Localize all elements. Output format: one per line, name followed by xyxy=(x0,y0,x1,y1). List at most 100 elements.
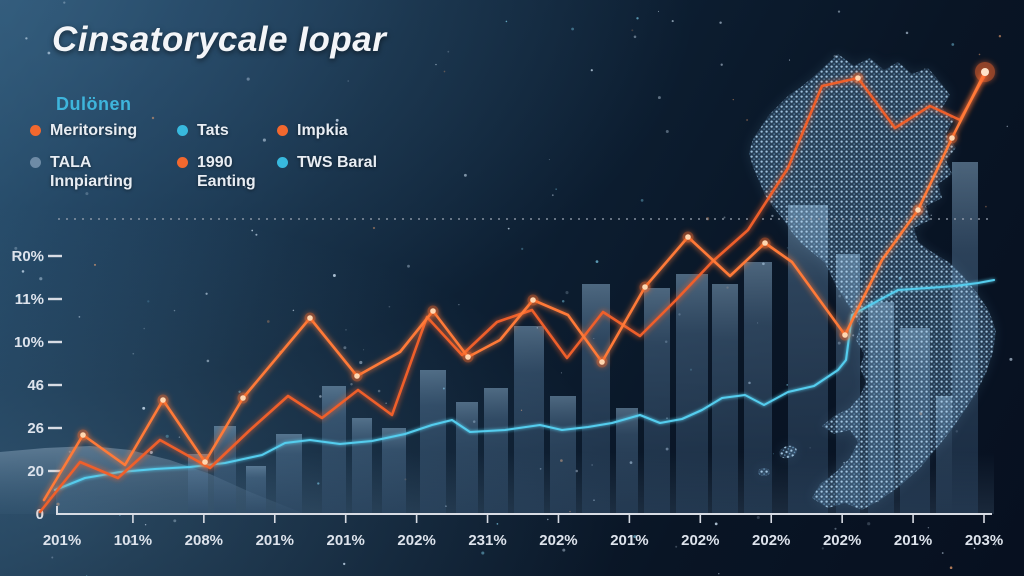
star-speck xyxy=(238,390,241,393)
star-speck xyxy=(1006,125,1009,128)
axis-group: 201% 101% 208% 201% 201% 202% 231% 202% 201% 202%… xyxy=(11,248,1003,549)
star-speck xyxy=(443,70,446,73)
data-point-marker xyxy=(240,395,246,401)
legend-label: TALA Innpiarting xyxy=(50,153,133,190)
star-speck xyxy=(786,384,788,386)
star-speck xyxy=(78,316,81,318)
legend-item: Impkia xyxy=(277,122,427,141)
star-speck xyxy=(143,327,145,330)
legend-dot-icon xyxy=(177,125,188,136)
x-tick-label: 231% xyxy=(468,532,506,549)
star-speck xyxy=(85,192,89,196)
star-speck xyxy=(571,27,574,31)
star-speck xyxy=(633,535,637,539)
bar xyxy=(188,454,208,514)
x-tick-label: 202% xyxy=(823,532,861,549)
star-speck xyxy=(262,138,266,142)
star-speck xyxy=(496,523,499,525)
peak-marker xyxy=(981,68,989,76)
star-speck xyxy=(343,562,346,566)
legend-dot-icon xyxy=(30,156,41,168)
star-speck xyxy=(927,526,930,529)
star-speck xyxy=(590,69,593,72)
bar xyxy=(644,288,670,514)
legend-label: TWS Baral xyxy=(297,153,378,171)
y-tick-label: 26 xyxy=(27,420,44,437)
data-point-marker xyxy=(599,359,605,365)
page-title: Cinsatorycale Iopar xyxy=(52,20,387,59)
x-tick-label: 201% xyxy=(894,532,932,549)
data-point-marker xyxy=(80,432,86,438)
bar xyxy=(550,396,576,514)
data-point-marker xyxy=(307,315,313,321)
legend-dot-icon xyxy=(177,156,188,168)
star-speck xyxy=(173,309,176,312)
star-speck xyxy=(657,10,660,13)
bar xyxy=(712,284,738,514)
star-speck xyxy=(788,59,791,61)
star-speck xyxy=(837,10,841,13)
bar xyxy=(456,402,478,514)
legend-label: Impkia xyxy=(297,122,348,139)
star-speck xyxy=(507,227,510,230)
y-tick-label: 0 xyxy=(36,506,44,523)
star-speck xyxy=(165,434,169,438)
star-speck xyxy=(388,305,391,308)
star-speck xyxy=(771,214,774,218)
star-speck xyxy=(142,406,146,410)
star-speck xyxy=(335,118,339,122)
star-speck xyxy=(377,389,381,393)
legend-item: TALA Innpiarting xyxy=(30,154,177,192)
map-island-icon xyxy=(779,445,797,459)
star-speck xyxy=(905,31,909,35)
star-speck xyxy=(151,116,155,120)
star-speck xyxy=(347,80,349,82)
bar xyxy=(276,434,302,514)
legend-item: 1990 Eanting xyxy=(177,154,277,192)
star-speck xyxy=(723,216,726,219)
legend-dot-icon xyxy=(277,156,288,168)
star-speck xyxy=(951,43,955,46)
star-speck xyxy=(458,304,460,306)
star-speck xyxy=(21,270,25,273)
y-tick-label: 46 xyxy=(27,377,44,394)
star-speck xyxy=(998,35,1002,38)
star-speck xyxy=(930,214,933,217)
x-tick-label: 201% xyxy=(327,532,365,549)
star-speck xyxy=(671,20,674,23)
legend-item: TWS Baral xyxy=(277,154,427,192)
star-speck xyxy=(345,329,347,331)
star-speck xyxy=(407,264,410,268)
star-speck xyxy=(978,53,981,56)
data-point-marker xyxy=(915,207,921,213)
star-speck xyxy=(39,277,43,281)
bar xyxy=(514,326,544,514)
x-tick-label: 202% xyxy=(681,532,719,549)
legend-label: Meritorsing xyxy=(50,122,138,139)
bar xyxy=(676,274,708,514)
star-speck xyxy=(332,274,336,277)
data-point-marker xyxy=(202,459,208,465)
data-point-marker xyxy=(762,240,768,246)
star-speck xyxy=(435,63,437,66)
data-point-marker xyxy=(685,234,691,240)
bar xyxy=(616,408,638,514)
star-speck xyxy=(714,522,718,526)
x-tick-label: 202% xyxy=(397,532,435,549)
star-speck xyxy=(350,382,353,386)
legend: Meritorsing Tats Impkia TALA Innpiarting 199… xyxy=(30,122,427,192)
x-tick-label: 201% xyxy=(256,532,294,549)
star-speck xyxy=(720,63,723,66)
legend-label: 1990 Eanting xyxy=(197,153,256,190)
star-speck xyxy=(719,21,722,24)
line-markers-group xyxy=(77,62,995,468)
star-speck xyxy=(561,299,565,303)
star-speck xyxy=(657,96,661,100)
x-tick-label: 203% xyxy=(965,532,1003,549)
map-island-icon xyxy=(758,468,770,476)
x-tick-label: 201% xyxy=(43,532,81,549)
legend-header: Dulönen xyxy=(56,94,132,114)
star-speck xyxy=(973,547,976,550)
